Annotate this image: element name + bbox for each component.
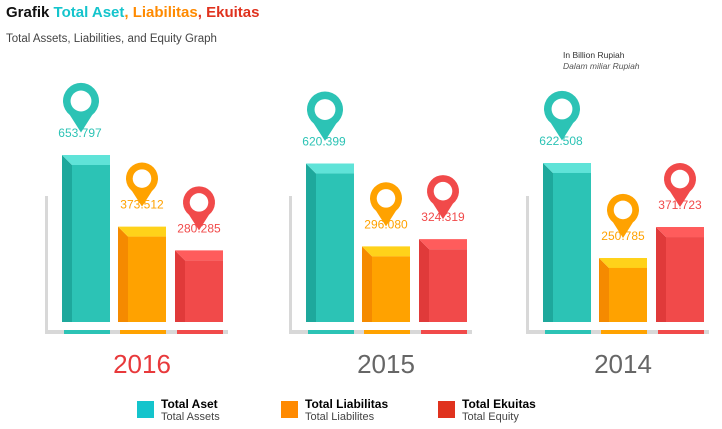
axis-vertical-2016 (45, 196, 48, 332)
bar-side-equity-2016 (175, 250, 185, 322)
bar-liabilities-2015 (372, 256, 410, 322)
baseline-mark-liabilities-2015 (364, 330, 410, 334)
title-liabilities: Liabilitas (132, 4, 198, 21)
value-label-assets-2015: 620.399 (302, 135, 346, 149)
title-separator-2: , (197, 4, 202, 21)
baseline-mark-liabilities-2014 (601, 330, 647, 334)
bar-chart: 653.797373.512280.2852016620.399296.0803… (45, 82, 709, 379)
legend-swatch-equity (438, 401, 455, 418)
map-pin-icon (63, 82, 100, 133)
bar-top-equity-2015 (419, 239, 467, 250)
baseline-mark-assets-2015 (308, 330, 354, 334)
bar-assets-2016 (72, 165, 110, 322)
bar-top-equity-2016 (175, 250, 223, 261)
title-separator-1: , (124, 4, 129, 21)
legend-name-liabilities: Total Liabilitas (305, 397, 389, 411)
map-pin-icon (126, 162, 158, 207)
chart-subtitle: Total Assets, Liabilities, and Equity Gr… (6, 33, 217, 45)
bar-side-liabilities-2014 (599, 257, 609, 322)
baseline-mark-assets-2014 (545, 330, 591, 334)
map-pin-icon (427, 175, 459, 220)
bar-equity-2015 (429, 249, 467, 322)
bar-assets-2014 (553, 172, 591, 322)
bar-side-liabilities-2015 (362, 246, 372, 322)
baseline-mark-equity-2016 (177, 330, 223, 334)
legend-name-equity: Total Ekuitas (462, 397, 536, 411)
year-label-2016: 2016 (113, 349, 171, 379)
title-prefix: Grafik (6, 4, 50, 21)
legend-sub-equity: Total Equity (462, 411, 519, 423)
bar-side-equity-2015 (419, 239, 429, 322)
unit-label-id: Dalam miliar Rupiah (563, 61, 640, 71)
bar-side-equity-2014 (656, 227, 666, 322)
title-equity: Ekuitas (206, 4, 260, 21)
bar-assets-2015 (316, 173, 354, 322)
bar-top-assets-2016 (62, 155, 110, 165)
bar-side-assets-2016 (62, 155, 72, 322)
axis-vertical-2015 (289, 196, 292, 332)
unit-label-en: In Billion Rupiah (563, 50, 625, 60)
bar-liabilities-2014 (609, 267, 647, 322)
bar-top-equity-2014 (656, 227, 704, 238)
bar-top-liabilities-2015 (362, 246, 410, 257)
bar-top-assets-2015 (306, 163, 354, 174)
bar-equity-2016 (185, 260, 223, 322)
bar-liabilities-2016 (128, 236, 166, 322)
baseline-mark-liabilities-2016 (120, 330, 166, 334)
bar-equity-2014 (666, 237, 704, 322)
title-assets: Total Aset (53, 4, 125, 21)
map-pin-icon (607, 193, 640, 238)
map-pin-icon (183, 186, 215, 231)
legend-sub-assets: Total Assets (161, 411, 220, 423)
axis-vertical-2014 (526, 196, 529, 332)
map-pin-icon (544, 90, 580, 141)
bar-side-assets-2015 (306, 163, 316, 322)
baseline-mark-equity-2014 (658, 330, 704, 334)
bar-side-liabilities-2016 (118, 226, 128, 322)
map-pin-icon (664, 162, 696, 208)
bar-top-liabilities-2016 (118, 226, 166, 237)
baseline-mark-equity-2015 (421, 330, 467, 334)
year-label-2015: 2015 (357, 349, 415, 379)
value-label-assets-2014: 622.508 (539, 134, 583, 148)
value-label-assets-2016: 653.797 (58, 126, 102, 140)
bar-top-assets-2014 (543, 162, 591, 173)
bar-top-liabilities-2014 (599, 257, 647, 268)
map-pin-icon (370, 182, 402, 227)
bar-side-assets-2014 (543, 162, 553, 322)
map-pin-icon (307, 91, 344, 142)
chart-title: Grafik Total Aset, Liabilitas, Ekuitas (6, 4, 259, 21)
legend-swatch-liabilities (281, 401, 298, 418)
legend-sub-liabilities: Total Liabilites (305, 411, 375, 423)
legend-name-assets: Total Aset (161, 397, 218, 411)
legend-swatch-assets (137, 401, 154, 418)
year-label-2014: 2014 (594, 349, 652, 379)
baseline-mark-assets-2016 (64, 330, 110, 334)
